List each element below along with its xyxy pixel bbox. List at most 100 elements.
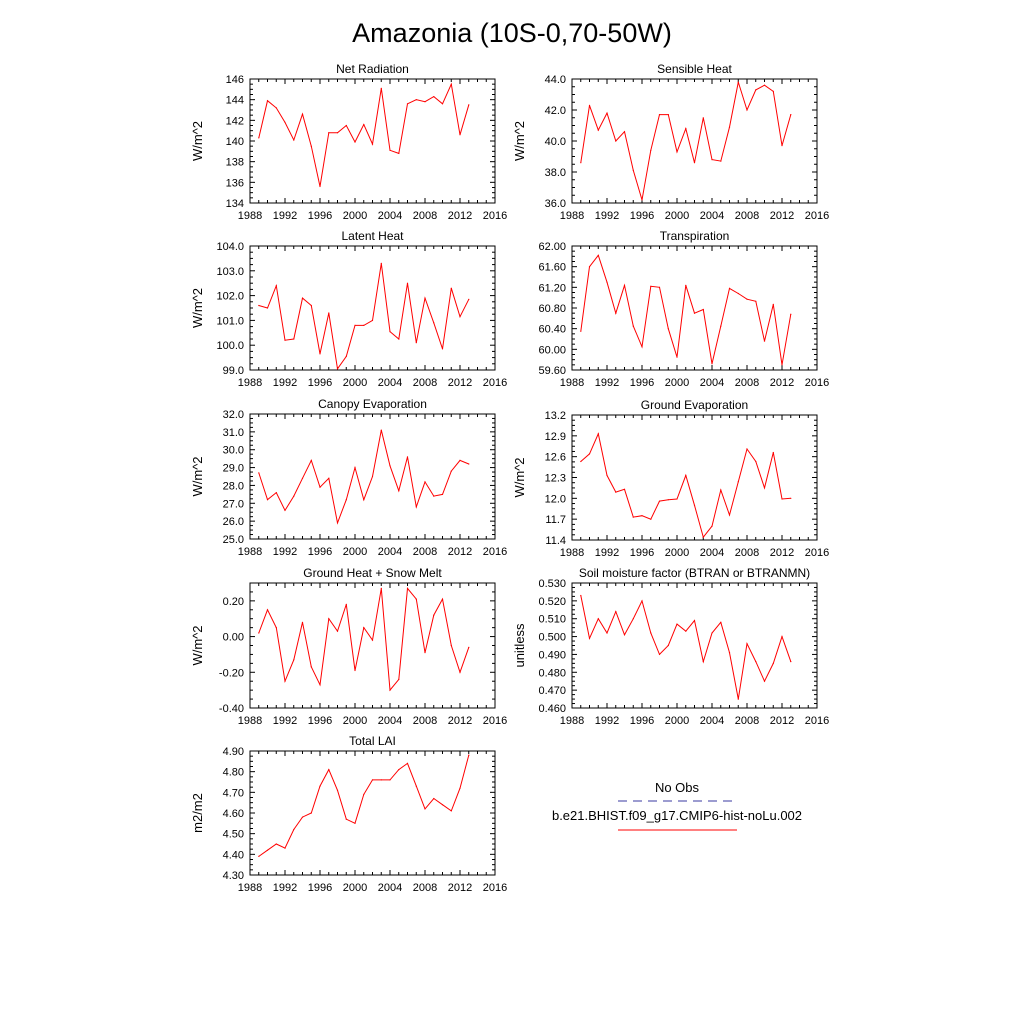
- x-tick-label: 2004: [700, 377, 724, 389]
- chart-panel: Ground Evaporation W/m^2 1988 1992 1996 2000 2…: [512, 398, 829, 559]
- data-point: [433, 797, 435, 800]
- plot-frame: [249, 582, 496, 709]
- chart-panel: Sensible Heat W/m^2 1988 1992 1996 2000 2004 20…: [512, 62, 829, 222]
- data-point: [441, 493, 444, 495]
- x-tick-label: 2004: [378, 210, 402, 222]
- y-tick-label: 30.0: [223, 445, 244, 457]
- x-tick-label: 2008: [413, 377, 437, 389]
- data-point: [328, 312, 330, 314]
- data-point: [310, 666, 312, 668]
- data-point: [755, 460, 757, 463]
- chart-panel: Canopy Evaporation W/m^2 1988 1992 1996 2000 2…: [190, 397, 507, 558]
- x-tick-label: 2008: [413, 715, 437, 727]
- data-point: [406, 282, 409, 284]
- data-point: [772, 303, 774, 305]
- y-tick-label: 44.0: [545, 74, 566, 86]
- data-point: [424, 808, 426, 810]
- plot-frame: [571, 414, 818, 541]
- data-point: [266, 609, 269, 611]
- data-point: [685, 630, 687, 632]
- plot-frame: [571, 582, 818, 709]
- data-point: [746, 643, 748, 645]
- data-point: [737, 698, 739, 700]
- data-point: [632, 516, 634, 518]
- x-tick-label: 2016: [483, 377, 507, 389]
- y-tick-label: 42.0: [545, 105, 566, 117]
- data-point: [676, 623, 678, 625]
- data-point: [336, 630, 339, 632]
- x-tick-label: 2012: [770, 547, 794, 559]
- y-tick-label: 100.0: [216, 340, 244, 352]
- x-tick-label: 2004: [700, 715, 724, 727]
- x-tick-label: 2000: [343, 546, 367, 558]
- x-tick-label: 2004: [378, 377, 402, 389]
- data-point: [606, 474, 608, 476]
- data-point: [415, 598, 417, 600]
- data-point: [632, 169, 634, 171]
- y-tick-label: -0.40: [219, 703, 244, 715]
- x-tick-label: 1992: [595, 715, 619, 727]
- y-tick-label: 144: [226, 95, 244, 107]
- data-point: [301, 621, 304, 623]
- y-axis-label: W/m^2: [190, 456, 205, 496]
- x-tick-label: 1992: [273, 882, 297, 894]
- x-tick-label: 1988: [560, 715, 584, 727]
- chart-title: Net Radiation: [336, 62, 409, 76]
- figure-title: Amazonia (10S-0,70-50W): [352, 18, 672, 48]
- x-tick-label: 2004: [378, 882, 402, 894]
- y-tick-label: 4.30: [223, 870, 244, 882]
- data-point: [258, 137, 260, 139]
- x-tick-label: 2012: [448, 546, 472, 558]
- data-point: [415, 785, 417, 787]
- data-point: [328, 477, 330, 479]
- data-point: [266, 499, 269, 501]
- legend-model-label: b.e21.BHIST.f09_g17.CMIP6-hist-noLu.002: [552, 808, 802, 823]
- data-point: [284, 121, 286, 123]
- data-point: [450, 83, 452, 85]
- y-tick-label: 0.490: [538, 649, 566, 661]
- x-tick-label: 1988: [238, 377, 262, 389]
- data-point: [615, 611, 617, 613]
- x-tick-label: 2016: [483, 882, 507, 894]
- series-line: [258, 263, 470, 371]
- y-tick-label: 38.0: [545, 167, 566, 179]
- y-tick-label: 13.2: [545, 410, 566, 422]
- y-tick-label: 102.0: [216, 291, 244, 303]
- data-point: [781, 364, 783, 366]
- x-tick-label: 2012: [448, 882, 472, 894]
- x-tick-label: 2008: [735, 547, 759, 559]
- x-tick-label: 1996: [308, 715, 332, 727]
- data-point: [772, 90, 774, 92]
- x-tick-label: 2016: [483, 715, 507, 727]
- y-tick-label: 142: [226, 115, 244, 127]
- series-line: [258, 754, 470, 857]
- data-point: [275, 285, 277, 287]
- x-tick-label: 2008: [735, 377, 759, 389]
- x-tick-label: 1996: [308, 882, 332, 894]
- data-point: [781, 636, 783, 638]
- y-tick-label: 0.530: [538, 578, 566, 590]
- data-point: [720, 325, 722, 327]
- data-point: [310, 145, 312, 147]
- data-point: [623, 284, 626, 286]
- data-point: [380, 779, 382, 781]
- data-point: [580, 460, 582, 463]
- data-point: [336, 789, 339, 791]
- data-point: [615, 140, 617, 142]
- data-point: [711, 632, 713, 634]
- data-point: [336, 132, 339, 134]
- data-point: [406, 587, 409, 590]
- data-point: [319, 185, 321, 188]
- data-point: [328, 769, 330, 771]
- data-point: [398, 678, 400, 681]
- y-tick-label: 26.0: [223, 516, 244, 528]
- data-point: [685, 128, 687, 130]
- x-tick-label: 2016: [805, 210, 829, 222]
- y-tick-label: 60.40: [538, 324, 566, 336]
- y-tick-label: 4.80: [223, 767, 244, 779]
- y-tick-label: -0.20: [219, 667, 244, 679]
- x-tick-label: 1988: [238, 882, 262, 894]
- data-point: [459, 459, 461, 461]
- y-tick-label: 28.0: [223, 480, 244, 492]
- y-tick-label: 104.0: [216, 241, 244, 253]
